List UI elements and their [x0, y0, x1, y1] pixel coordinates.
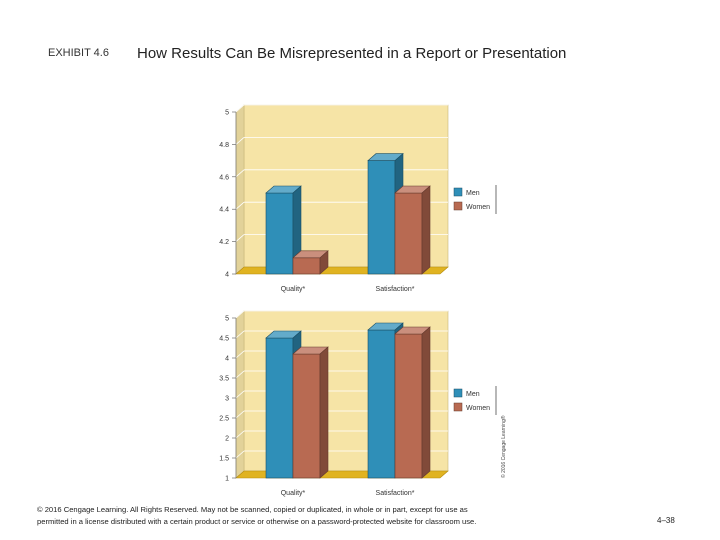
legend-swatch-men — [453, 187, 463, 197]
bar-front — [367, 329, 396, 479]
gridline-side — [235, 201, 245, 210]
y-tick-label: 4 — [225, 356, 229, 363]
y-tick-label: 4.4 — [219, 207, 229, 214]
legend-swatch-men — [453, 388, 463, 398]
page-number: 4–38 — [657, 516, 675, 525]
exhibit-label: EXHIBIT 4.6 — [48, 47, 109, 59]
bar-women-1 — [394, 326, 431, 479]
legend-label-men: Men — [466, 391, 480, 398]
x-category-label: Quality* — [281, 490, 306, 497]
chart-bottom: 1 1.5 2 2.5 3 3.5 4 4.5 5 Quality* Satisfaction* Me… — [219, 310, 497, 497]
legend-label-women: Women — [466, 204, 490, 211]
gridline-side — [235, 410, 245, 419]
copyright-line-2: permitted in a license distributed with … — [37, 517, 477, 526]
bar-front — [394, 192, 423, 275]
y-tick-label: 3.5 — [219, 376, 229, 383]
y-tick-label: 3 — [225, 396, 229, 403]
bar-front — [292, 353, 321, 479]
x-category-label: Satisfaction* — [376, 286, 415, 293]
bar-women-1 — [394, 185, 431, 275]
gridline-side — [235, 234, 245, 242]
copyright-footer: © 2016 Cengage Learning. All Rights Rese… — [37, 504, 637, 528]
gridline-side — [235, 450, 245, 459]
bar-front — [367, 160, 396, 275]
y-tick-label: 2.5 — [219, 416, 229, 423]
bar-front — [265, 192, 294, 275]
bar-women-0 — [292, 346, 329, 479]
legend-label-women: Women — [466, 405, 490, 412]
bar-side — [421, 185, 431, 275]
x-category-label: Quality* — [281, 286, 306, 293]
y-tick-label: 2 — [225, 436, 229, 443]
bar-men-0 — [265, 185, 302, 275]
copyright-line-1: © 2016 Cengage Learning. All Rights Rese… — [37, 505, 468, 514]
gridline-side — [235, 310, 245, 319]
y-tick-label: 5 — [225, 316, 229, 323]
gridline-side — [235, 330, 245, 339]
legend-swatch-women — [453, 402, 463, 412]
y-tick-label: 4.2 — [219, 239, 229, 246]
bar-front — [265, 337, 294, 479]
gridline-side — [235, 350, 245, 359]
y-tick-label: 4.5 — [219, 336, 229, 343]
y-tick-label: 5 — [225, 110, 229, 117]
image-credit: © 2016 Cengage Learning® — [500, 415, 507, 478]
legend-swatch-women — [453, 201, 463, 211]
bar-front — [292, 257, 321, 275]
legend-label-men: Men — [466, 190, 480, 197]
gridline-side — [235, 390, 245, 399]
bar-women-0 — [292, 250, 329, 275]
page-title: How Results Can Be Misrepresented in a R… — [137, 45, 567, 62]
plot-side-wall — [235, 104, 245, 275]
bar-side — [319, 346, 329, 479]
chart-top: 4 4.2 4.4 4.6 4.8 5 Quality* Satisfaction* Men Wo… — [219, 104, 497, 293]
gridline-side — [235, 137, 245, 145]
gridline-side — [235, 104, 245, 113]
gridline-side — [235, 370, 245, 379]
y-tick-label: 4 — [225, 272, 229, 279]
bar-front — [394, 333, 423, 479]
bar-side — [319, 250, 329, 275]
y-tick-label: 1.5 — [219, 456, 229, 463]
gridline-side — [235, 169, 245, 178]
gridline-side — [235, 430, 245, 439]
x-category-label: Satisfaction* — [376, 490, 415, 497]
y-tick-label: 4.8 — [219, 142, 229, 149]
y-tick-label: 1 — [225, 476, 229, 483]
bar-side — [421, 326, 431, 479]
y-tick-label: 4.6 — [219, 174, 229, 181]
